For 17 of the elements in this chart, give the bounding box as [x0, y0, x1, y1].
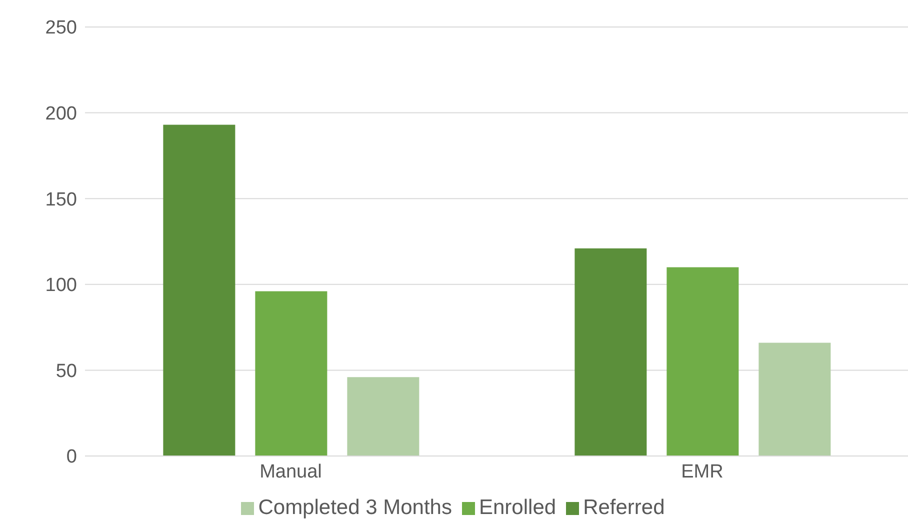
legend-label: Completed 3 Months: [258, 496, 452, 519]
x-tick-label: Manual: [260, 461, 322, 482]
y-tick-label: 100: [45, 275, 77, 296]
bar: [163, 124, 236, 456]
bar: [666, 267, 739, 456]
bar: [574, 248, 647, 456]
bar: [758, 342, 831, 456]
y-tick-label: 50: [56, 360, 77, 382]
y-tick-label: 250: [45, 18, 77, 39]
bar: [347, 377, 420, 456]
bar: [255, 291, 328, 456]
legend-label: Referred: [583, 496, 665, 519]
x-tick-label: EMR: [681, 461, 724, 482]
y-tick-label: 200: [45, 104, 77, 125]
legend-label: Enrolled: [479, 496, 556, 519]
y-tick-label: 0: [66, 446, 77, 468]
y-tick-label: 150: [45, 189, 77, 210]
